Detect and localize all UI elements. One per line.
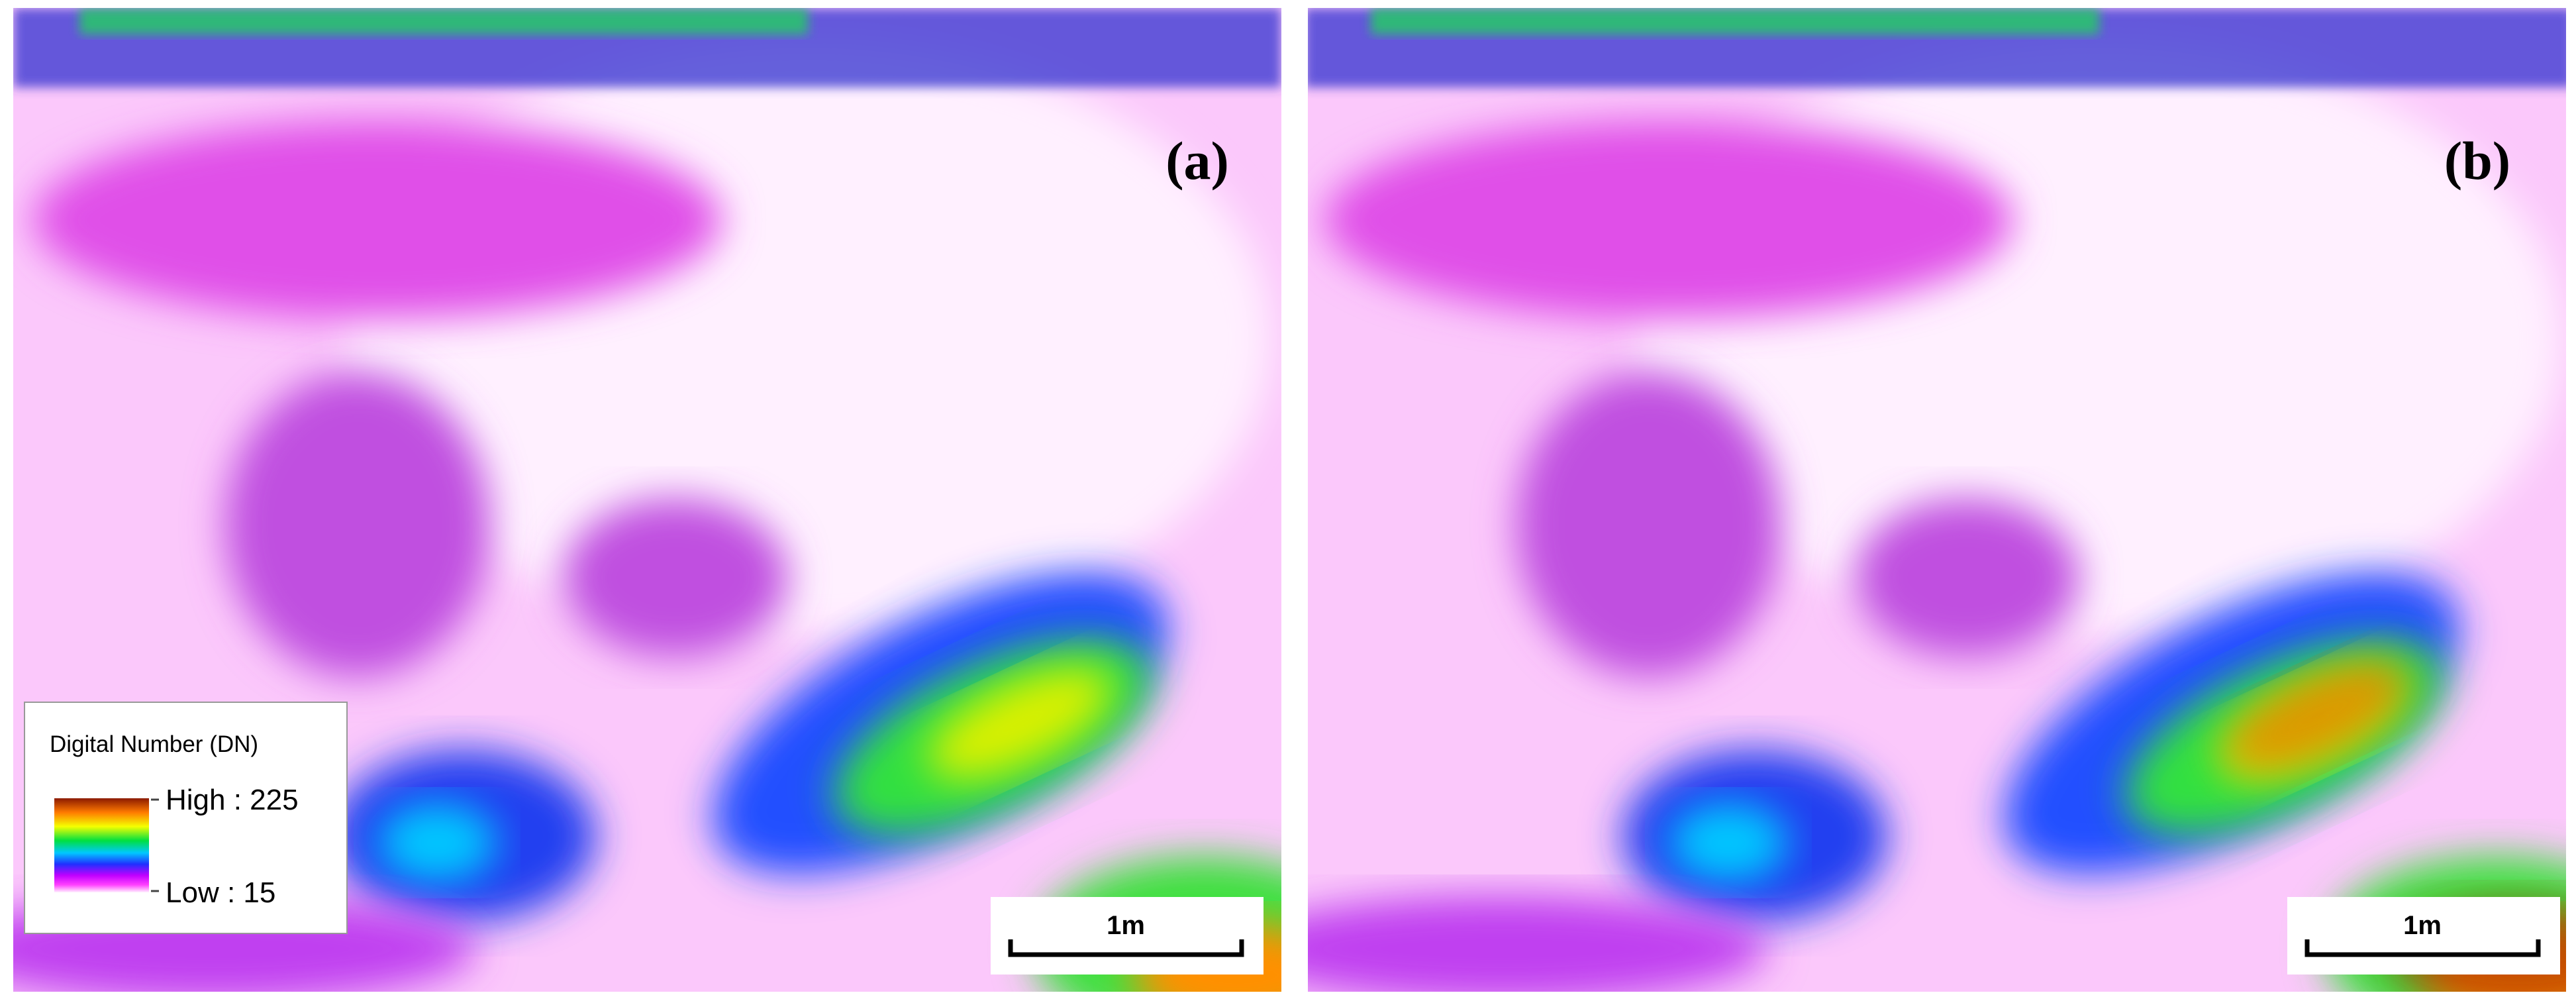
scale-bar: 1m	[2287, 897, 2560, 975]
scale-bar: 1m	[991, 897, 1263, 975]
scale-box	[2287, 897, 2560, 975]
legend-high: High : 225	[166, 784, 299, 816]
legend: Digital Number (DN) High : 225 Low : 15	[24, 702, 348, 934]
panel-label: (a)	[1165, 131, 1229, 191]
scale-line	[2304, 939, 2541, 957]
legend-title: Digital Number (DN)	[50, 731, 258, 757]
legend-low: Low : 15	[166, 876, 275, 909]
panel-label: (b)	[2444, 131, 2510, 191]
scale-label: 1m	[1107, 911, 1145, 940]
scale-box	[991, 897, 1263, 975]
scale-label: 1m	[2403, 911, 2442, 940]
scale-line	[1008, 939, 1244, 957]
color-bar	[54, 798, 149, 892]
panel-b-image	[1238, 8, 2566, 992]
